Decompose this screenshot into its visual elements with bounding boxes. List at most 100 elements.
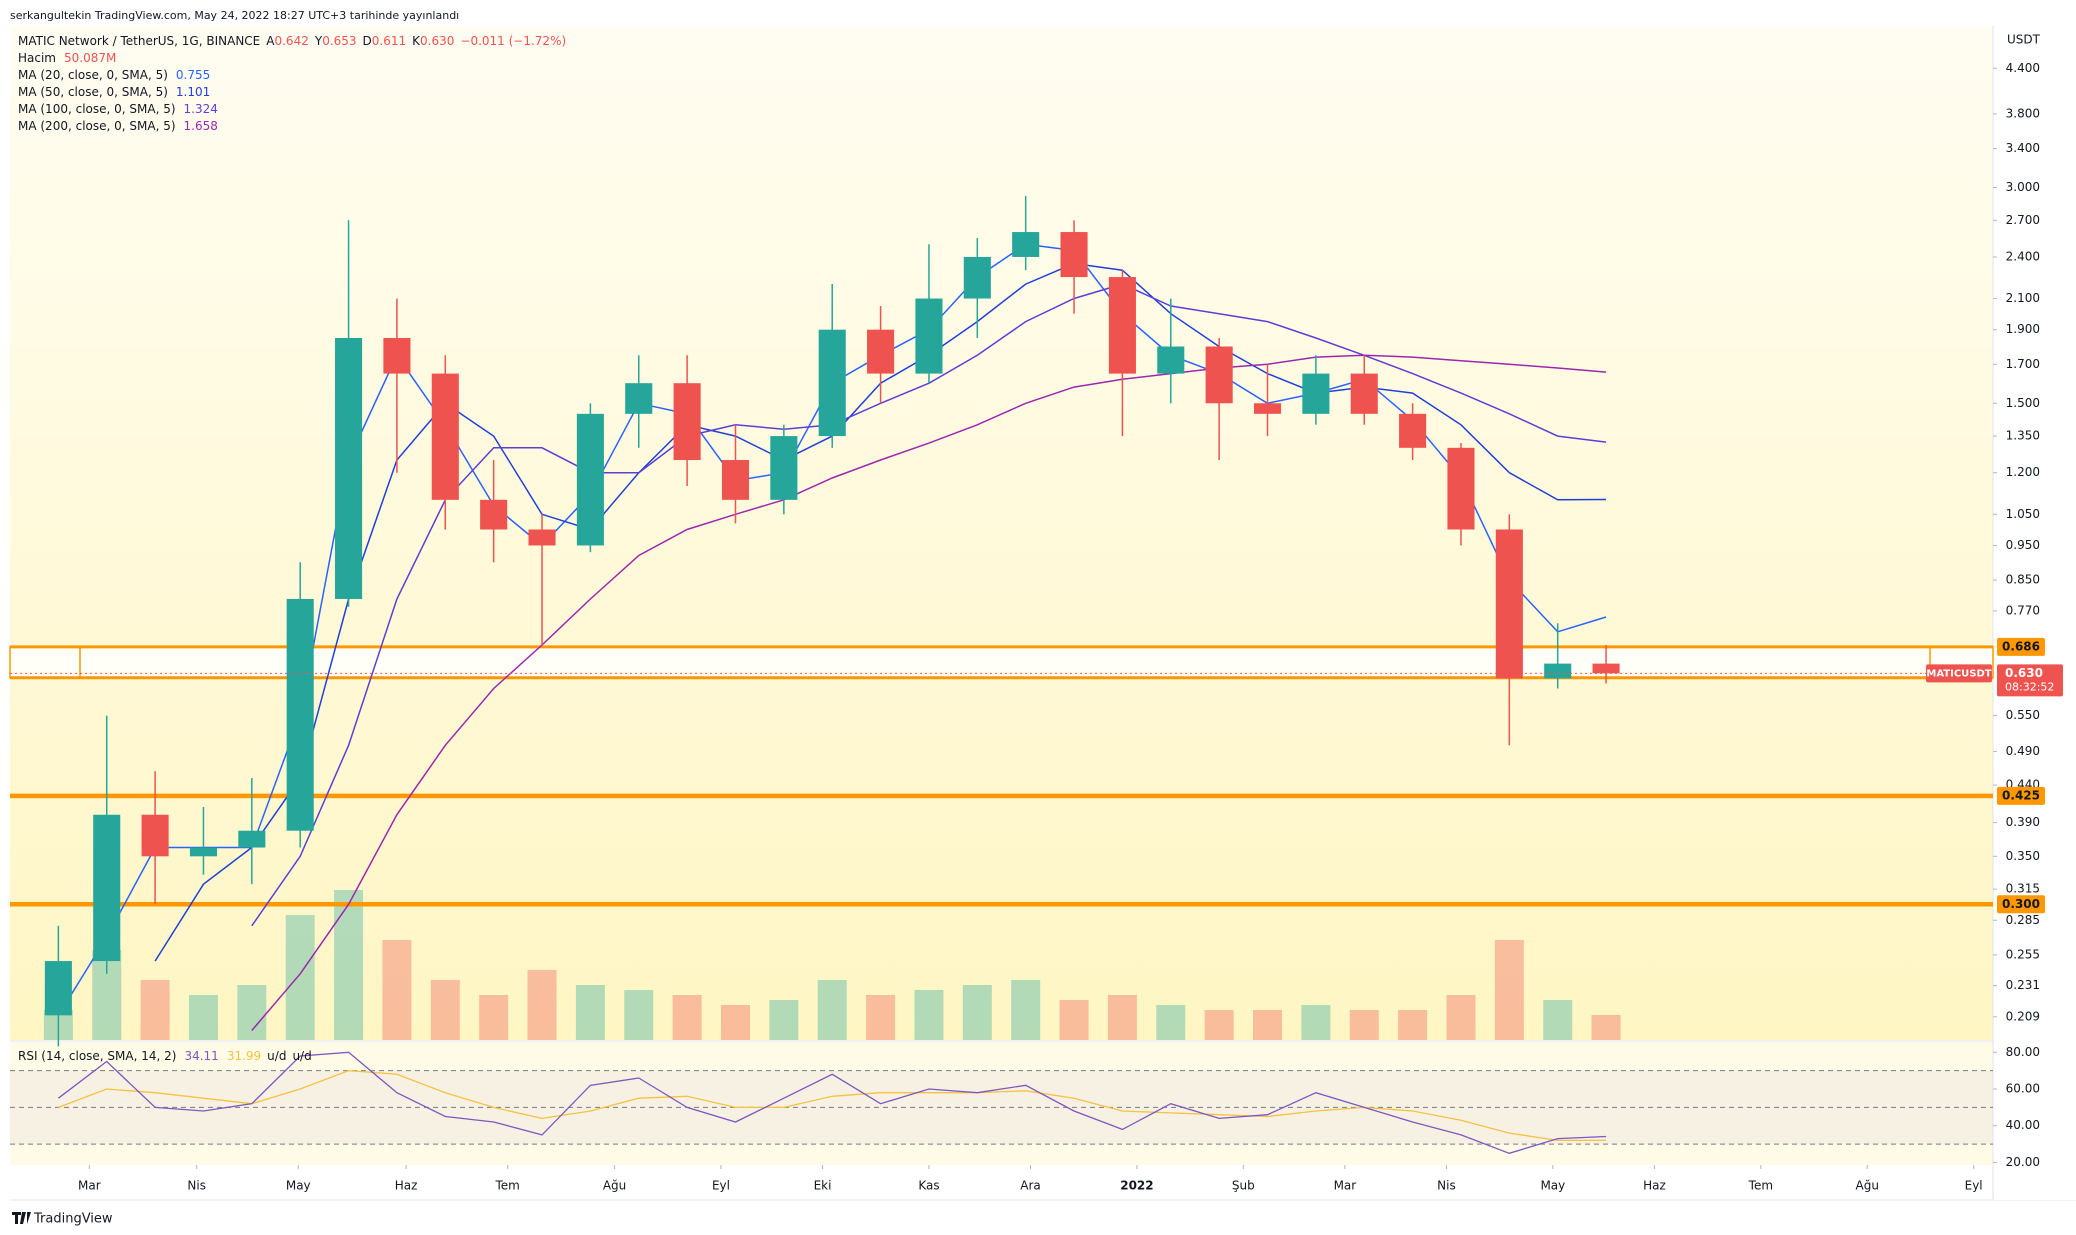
level-zone bbox=[10, 646, 1993, 678]
y-tick-label: 2.700 bbox=[2006, 213, 2040, 227]
candle-body bbox=[1060, 232, 1088, 278]
candle-body bbox=[189, 847, 218, 857]
price-pane bbox=[10, 26, 1993, 1040]
candle-body bbox=[576, 413, 604, 546]
symbol-label: MATICUSDT bbox=[1926, 668, 1991, 679]
moving-average-line bbox=[251, 283, 1607, 927]
volume-bar bbox=[1011, 980, 1041, 1040]
y-tick-label: 0.390 bbox=[2006, 815, 2040, 829]
candle-body bbox=[1012, 232, 1040, 257]
candle-body bbox=[93, 814, 121, 962]
x-tick-label: Ara bbox=[1020, 1179, 1041, 1193]
ma-name: MA (200, close, 0, SMA, 5) bbox=[18, 119, 176, 133]
x-tick-label: Eyl bbox=[1965, 1179, 1983, 1193]
ohlc-value: 0.630 bbox=[420, 34, 454, 48]
rsi-extra: u/d bbox=[267, 1049, 286, 1063]
x-tick-label: Şub bbox=[1232, 1179, 1255, 1193]
volume-bar bbox=[479, 995, 509, 1040]
ohlc-value: 0.642 bbox=[274, 34, 308, 48]
price-axis-bg bbox=[1994, 0, 2076, 1200]
y-tick-label: 0.770 bbox=[2006, 603, 2040, 617]
x-tick-label: May bbox=[286, 1179, 311, 1193]
rsi-extra: u/d bbox=[292, 1049, 311, 1063]
candle-body bbox=[1302, 373, 1330, 414]
rsi-ma-line bbox=[58, 1069, 1607, 1142]
brand: TradingView bbox=[33, 1212, 113, 1227]
candle-body bbox=[286, 598, 314, 831]
candle-body bbox=[335, 337, 363, 599]
ma-legend: MA (20, close, 0, SMA, 5) 0.755 bbox=[18, 68, 210, 82]
candle-body bbox=[1592, 663, 1620, 674]
x-tick-label: May bbox=[1540, 1179, 1565, 1193]
level-label: 0.425 bbox=[2002, 788, 2040, 802]
y-tick-label: 0.850 bbox=[2006, 573, 2040, 587]
rsi-tick-label: 20.00 bbox=[2006, 1155, 2040, 1169]
x-tick-label: Nis bbox=[1437, 1179, 1456, 1193]
candle-body bbox=[1205, 346, 1233, 404]
level-label-bg bbox=[1997, 895, 2045, 914]
y-tick-label: 0.231 bbox=[2006, 978, 2040, 992]
x-tick-label: Tem bbox=[1748, 1179, 1773, 1193]
volume-bar bbox=[188, 995, 218, 1040]
symbol-label-bg bbox=[1926, 664, 1992, 683]
volume-bar bbox=[1301, 1005, 1331, 1040]
candle-body bbox=[383, 337, 411, 374]
ohlc-label: K bbox=[412, 34, 421, 48]
moving-average-line bbox=[251, 354, 1607, 1031]
y-tick-label: 0.209 bbox=[2006, 1009, 2040, 1023]
y-tick-label: 1.050 bbox=[2006, 507, 2040, 521]
ma-legend: MA (200, close, 0, SMA, 5) 1.658 bbox=[18, 119, 218, 133]
ohlc-label: Y bbox=[314, 34, 323, 48]
candle-body bbox=[44, 961, 72, 1016]
y-tick-label: 0.490 bbox=[2006, 744, 2040, 758]
level-label: 0.300 bbox=[2002, 897, 2040, 911]
candle-body bbox=[238, 830, 266, 848]
x-tick-label: Ağu bbox=[1856, 1179, 1879, 1193]
y-tick-label: 3.000 bbox=[2006, 180, 2040, 194]
rsi-value: 34.11 bbox=[184, 1049, 218, 1063]
last-price-bg bbox=[1997, 664, 2063, 697]
ma-name: MA (50, close, 0, SMA, 5) bbox=[18, 85, 168, 99]
volume-bar bbox=[672, 995, 702, 1040]
x-tick-label: Haz bbox=[395, 1179, 418, 1193]
x-tick-label: Mar bbox=[1334, 1179, 1357, 1193]
volume-bar bbox=[1156, 1005, 1186, 1040]
symbol-legend: MATIC Network / TetherUS, 1G, BINANCE A0.… bbox=[18, 34, 566, 48]
ma-legend: MA (100, close, 0, SMA, 5) 1.324 bbox=[18, 102, 218, 116]
volume-bar bbox=[769, 1000, 799, 1040]
candle-body bbox=[818, 329, 846, 437]
candle-body bbox=[1399, 413, 1427, 448]
ma-legend: MA (50, close, 0, SMA, 5) 1.101 bbox=[18, 85, 210, 99]
y-tick-label: 3.800 bbox=[2006, 106, 2040, 120]
volume-value: 50.087M bbox=[64, 51, 116, 65]
x-tick-label: Ağu bbox=[603, 1179, 626, 1193]
candle-body bbox=[1350, 373, 1378, 414]
volume-bar bbox=[1398, 1010, 1428, 1040]
y-tick-label: 1.700 bbox=[2006, 357, 2040, 371]
volume-bar bbox=[1349, 1010, 1379, 1040]
candle-body bbox=[480, 499, 508, 530]
y-tick-label: 0.285 bbox=[2006, 913, 2040, 927]
y-tick-label: 1.200 bbox=[2006, 465, 2040, 479]
volume-bar bbox=[285, 915, 315, 1040]
candle-body bbox=[1253, 403, 1282, 414]
rsi-name: RSI (14, close, SMA, 14, 2) bbox=[18, 1049, 176, 1063]
volume-bar bbox=[962, 985, 992, 1040]
x-tick-label: Kas bbox=[918, 1179, 939, 1193]
change-value: −0.011 (−1.72%) bbox=[460, 34, 566, 48]
candle-body bbox=[141, 814, 169, 857]
symbol-name: MATIC Network / TetherUS, 1G, BINANCE bbox=[18, 34, 260, 48]
candle-body bbox=[963, 256, 991, 299]
volume-bar bbox=[914, 990, 944, 1040]
volume-bar bbox=[866, 995, 896, 1040]
candle-body bbox=[1157, 346, 1185, 374]
rsi-tick-label: 80.00 bbox=[2006, 1045, 2040, 1059]
x-tick-label: Tem bbox=[494, 1179, 519, 1193]
candle-body bbox=[625, 383, 653, 414]
y-tick-label: 0.550 bbox=[2006, 708, 2040, 722]
volume-bar bbox=[237, 985, 267, 1040]
volume-bar bbox=[575, 985, 605, 1040]
rsi-tick-label: 60.00 bbox=[2006, 1081, 2040, 1095]
ohlc-value: 0.611 bbox=[372, 34, 406, 48]
